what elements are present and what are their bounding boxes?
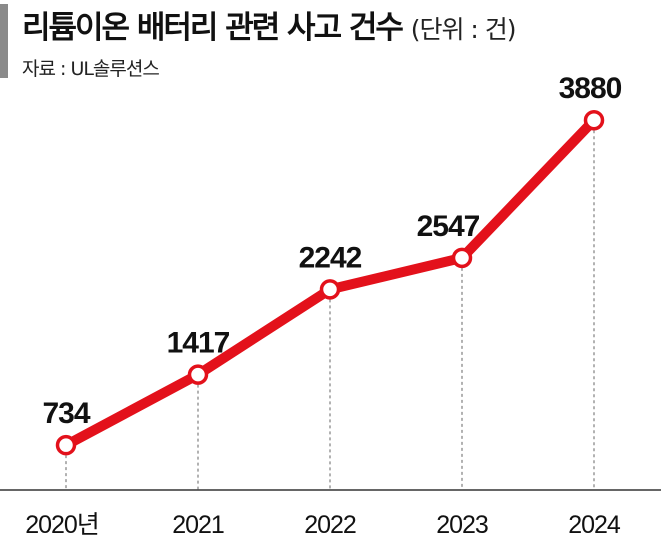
title-accent-bar [0,4,8,78]
data-label: 734 [42,397,90,430]
unit-label: (단위 : 건) [410,15,517,44]
data-label: 2547 [417,210,480,243]
source-label: 자료 : UL솔루션스 [22,58,160,80]
data-point [319,279,341,300]
x-tick-label: 2024 [568,511,621,539]
data-label: 3880 [559,72,622,105]
x-tick-label: 2023 [436,511,488,539]
data-point [451,247,473,269]
x-tick-label: 2020년 [25,511,99,539]
x-tick-label: 2021 [172,511,224,539]
data-point [55,434,77,456]
data-point [583,109,605,131]
data-label: 2242 [299,241,362,274]
data-label: 1417 [167,327,230,360]
chart-title: 리튬이온 배터리 관련 사고 건수 (단위 : 건) [22,2,517,47]
data-point [187,364,209,385]
x-tick-label: 2022 [304,511,356,539]
chart-title-text: 리튬이온 배터리 관련 사고 건수 [22,10,404,46]
